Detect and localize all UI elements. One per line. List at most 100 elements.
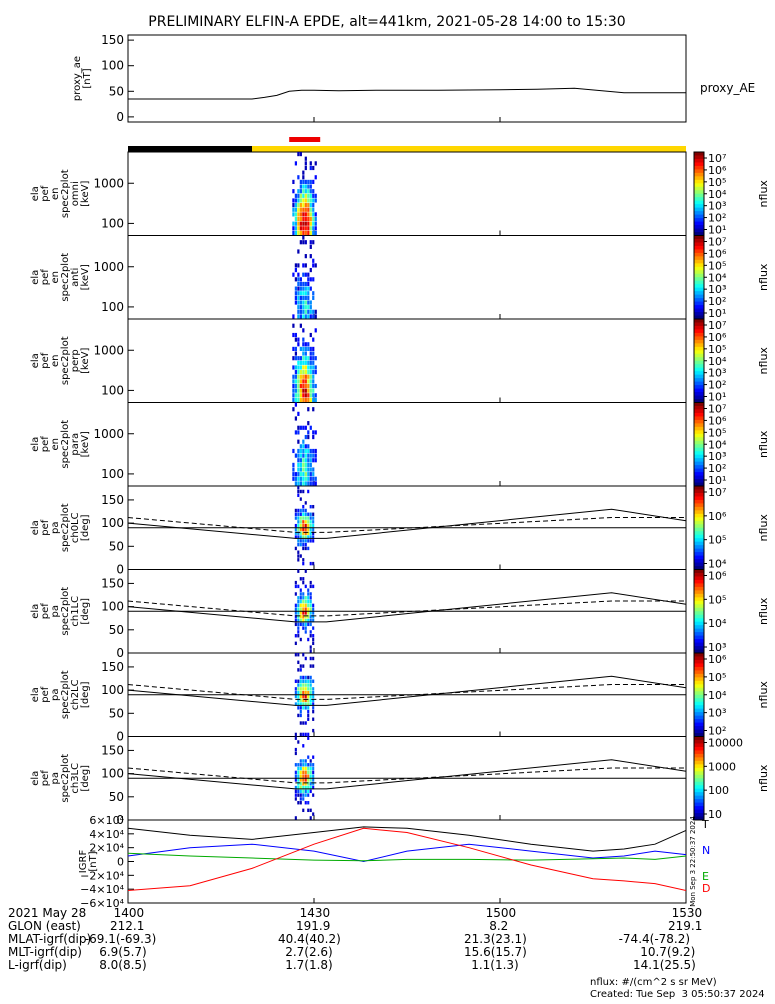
spectrogram-pixel xyxy=(302,603,305,608)
spectrogram-pixel xyxy=(302,263,305,268)
spectrogram-pixel xyxy=(304,462,307,467)
spectrogram-pixel xyxy=(307,793,310,797)
spectrogram-pixel xyxy=(304,179,307,185)
colorbar-cell xyxy=(694,371,704,376)
units-note: nflux: #/(cm^2 s sr MeV) xyxy=(590,977,717,988)
spectrogram-pixel xyxy=(309,690,312,695)
spectrogram-pixel xyxy=(307,397,310,403)
spectrogram-pixel xyxy=(294,615,297,619)
spectrogram-pixel xyxy=(299,448,302,454)
spectrogram-pixel xyxy=(304,778,307,782)
spectrogram-pixel xyxy=(307,444,310,449)
colorbar-cell xyxy=(694,475,704,480)
spectrogram-pixel xyxy=(307,512,310,516)
spectrogram-pixel xyxy=(309,309,312,314)
spectrogram-pixel xyxy=(309,618,312,623)
spectrogram-pixel xyxy=(297,189,300,194)
spectrogram-pixel xyxy=(297,793,300,797)
spectrogram-pixel xyxy=(307,226,310,231)
spectrogram-pixel xyxy=(302,596,305,600)
spectrogram-pixel xyxy=(294,584,297,589)
spectrogram-pixel xyxy=(297,207,300,212)
pa-loss-cone-line xyxy=(127,592,687,623)
spectrogram-pixel xyxy=(299,462,302,467)
spectrogram-pixel xyxy=(294,430,298,435)
spectrogram-pixel xyxy=(294,397,298,403)
spectrogram-pixel xyxy=(297,630,300,634)
colorbar-cell xyxy=(694,753,704,758)
spectrogram-pixel xyxy=(294,291,298,296)
spectrogram-pixel xyxy=(307,785,310,790)
footer-row-value: 10.7(9.2) xyxy=(640,945,696,959)
spectrogram-pixel xyxy=(307,709,310,714)
spectrogram-pixel xyxy=(299,467,302,472)
colorbar-cell xyxy=(694,204,704,209)
spectrogram-pixel xyxy=(304,694,307,699)
colorbar-frame xyxy=(693,736,705,821)
spectrogram-pixel xyxy=(294,472,298,477)
spectrogram-pixel xyxy=(294,453,298,458)
orbit-bar-light xyxy=(252,146,686,152)
colorbar-cell xyxy=(694,423,704,428)
spectrogram-pixel xyxy=(302,453,305,458)
spectrogram-pixel xyxy=(312,476,315,481)
colorbar-cell xyxy=(694,552,704,557)
spectrogram-pixel xyxy=(302,615,305,619)
spectrogram-pixel xyxy=(299,472,302,477)
colorbar-cell xyxy=(694,486,704,490)
spectrogram-pixel xyxy=(309,277,312,282)
spectrogram-pixel xyxy=(294,286,298,291)
spectrogram-pixel xyxy=(299,300,302,305)
spectrogram-pixel xyxy=(297,397,300,403)
spectrogram-pixel xyxy=(312,709,315,714)
spectrogram-pixel xyxy=(304,508,307,513)
colorbar-cell xyxy=(694,517,704,522)
colorbar-cell xyxy=(694,520,704,525)
colorbar-tick-label: 10³ xyxy=(708,367,726,380)
spectrogram-pixel xyxy=(309,453,312,458)
spectrogram-pixel xyxy=(299,637,302,642)
colorbar-tick-label: 10² xyxy=(708,212,726,225)
spectrogram-pixel xyxy=(302,721,305,725)
colorbar-cell xyxy=(694,381,704,386)
spectrogram-pixel xyxy=(299,291,302,296)
colorbar-cell xyxy=(694,405,704,410)
spectrogram-pixel xyxy=(307,458,310,463)
colorbar-cell xyxy=(694,792,704,797)
colorbar-cell xyxy=(694,590,704,595)
spectrogram-pixel xyxy=(304,207,307,212)
spectrogram-pixel xyxy=(312,407,315,412)
spectrogram-pixel xyxy=(297,535,300,539)
spectrogram-pixel xyxy=(297,785,300,790)
colorbar-cell xyxy=(694,708,704,713)
spectrogram-pixel xyxy=(299,393,302,398)
spectrogram-pixel xyxy=(294,774,297,778)
spectrogram-pixel xyxy=(302,337,305,342)
pa-tick-label: 150 xyxy=(101,660,124,674)
spectrogram-pixel xyxy=(297,383,300,389)
spectrogram-pixel xyxy=(299,520,302,524)
colorbar-cell xyxy=(694,788,704,793)
spectrogram-pixel xyxy=(309,198,312,203)
spectrogram-pixel xyxy=(297,706,300,710)
spectrogram-pixel xyxy=(307,193,310,198)
spectrogram-pixel xyxy=(309,379,312,384)
footer-row-value: 1.1(1.3) xyxy=(471,958,519,972)
orbit-bar-red xyxy=(289,137,321,142)
spectrogram-pixel xyxy=(294,778,297,782)
spectrogram-pixel xyxy=(309,763,312,767)
spectrogram-pixel xyxy=(302,618,305,623)
spectrogram-pixel xyxy=(312,717,315,721)
footer-row-value: 21.3(23.1) xyxy=(464,932,527,946)
spectrogram-pixel xyxy=(299,397,302,403)
spectrogram-pixel xyxy=(314,226,317,231)
spectrogram-pixel xyxy=(299,212,302,217)
colorbar-cell xyxy=(694,468,704,473)
spectrogram-pixel xyxy=(302,759,305,763)
spectrogram-pixel xyxy=(307,789,310,794)
colorbar-cell xyxy=(694,625,704,630)
spectrogram-pixel xyxy=(299,370,302,375)
spectrogram-pixel xyxy=(302,504,305,509)
energy-tick-label: 1000 xyxy=(93,176,124,190)
pa-panel-ylabel-line: pa xyxy=(50,772,61,784)
